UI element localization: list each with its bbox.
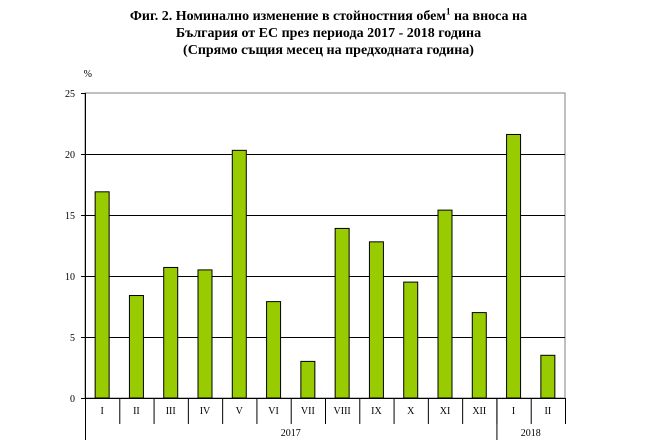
chart-title-line-2: България от ЕС през периода 2017 - 2018 … [175, 26, 482, 41]
x-tick-label: VIII [334, 406, 351, 417]
x-tick-label: VII [301, 406, 315, 417]
bar [437, 209, 453, 399]
title-line-1-text: Фиг. 2. Номинално изменение в стойностни… [129, 9, 446, 24]
bar [471, 312, 487, 399]
bars [94, 133, 556, 399]
bar [163, 266, 179, 399]
x-group-label: 2018 [521, 428, 541, 439]
y-tick-label: 15 [65, 211, 75, 222]
bar [300, 360, 316, 399]
bar [197, 269, 213, 399]
x-tick-label: I [100, 406, 103, 417]
x-tick-label: II [133, 406, 140, 417]
bar [231, 149, 247, 399]
x-tick-label: IX [371, 406, 382, 417]
y-tick-label: 0 [70, 394, 75, 405]
x-tick-label: XI [440, 406, 451, 417]
x-tick-label: XII [472, 406, 486, 417]
bar [94, 191, 110, 399]
y-tick-label: 10 [65, 272, 75, 283]
x-group-label: 2017 [281, 428, 301, 439]
x-tick-label: V [236, 406, 244, 417]
y-tick-label: 20 [65, 150, 75, 161]
bar [540, 354, 556, 399]
y-tick-label: 25 [65, 89, 75, 100]
title-footnote-marker: 1 [445, 6, 451, 17]
bar [266, 301, 282, 399]
title-line-1-suffix: на вноса на [450, 9, 528, 24]
x-tick-label: II [545, 406, 552, 417]
x-tick-label: IV [200, 406, 211, 417]
chart-title-line-3: (Спрямо същия месец на предходната годин… [183, 43, 474, 58]
x-tick-label: III [166, 406, 176, 417]
x-tick-label: X [407, 406, 415, 417]
bar [403, 281, 419, 399]
bar [368, 241, 384, 399]
chart-title: Фиг. 2. Номинално изменение в стойностни… [0, 6, 657, 59]
bar [506, 133, 522, 399]
x-tick-label: I [512, 406, 515, 417]
chart-title-line-1: Фиг. 2. Номинално изменение в стойностни… [0, 6, 657, 25]
gridlines [84, 92, 566, 399]
bar [334, 227, 350, 399]
y-tick-label: 5 [70, 333, 75, 344]
x-tick-label: VI [268, 406, 279, 417]
bar [128, 295, 144, 399]
y-axis-label: % [84, 69, 92, 80]
plot-area-border [84, 92, 566, 399]
